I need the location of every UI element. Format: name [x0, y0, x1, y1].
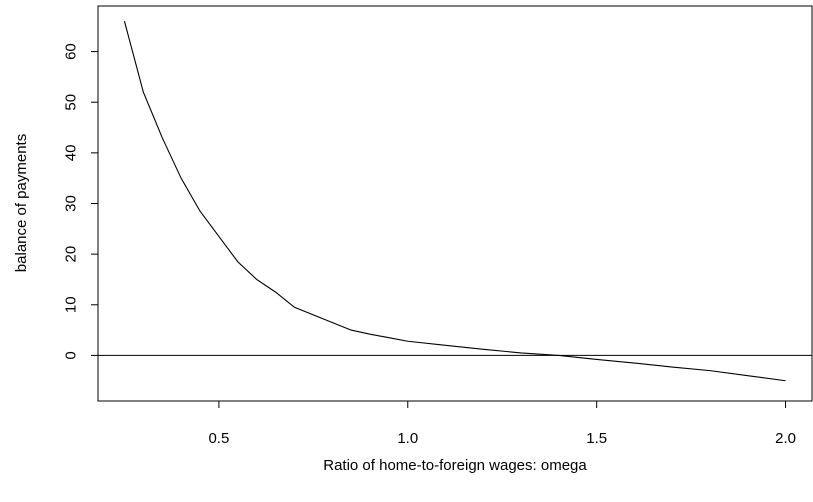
x-axis-label: Ratio of home-to-foreign wages: omega	[323, 457, 587, 474]
x-tick-label-2: 1.5	[586, 430, 607, 447]
y-tick-label-1: 10	[63, 296, 80, 313]
balance-of-payments-line	[123, 21, 786, 382]
y-tick-label-3: 30	[63, 195, 80, 212]
y-axis-label: balance of payments	[13, 134, 30, 272]
y-tick-label-5: 50	[62, 94, 79, 111]
y-axis: 0 10 20 30 40 50 60	[62, 43, 98, 360]
y-tick-label-0: 0	[63, 351, 80, 359]
y-tick-label-4: 40	[62, 145, 79, 162]
y-tick-label-6: 60	[62, 43, 79, 60]
x-tick-label-0: 0.5	[208, 430, 229, 447]
x-axis: 0.5 1.0 1.5 2.0	[208, 401, 796, 447]
y-tick-label-2: 20	[63, 246, 80, 263]
x-tick-label-1: 1.0	[397, 430, 418, 447]
plot-frame	[97, 5, 813, 402]
x-tick-label-3: 2.0	[775, 430, 796, 447]
